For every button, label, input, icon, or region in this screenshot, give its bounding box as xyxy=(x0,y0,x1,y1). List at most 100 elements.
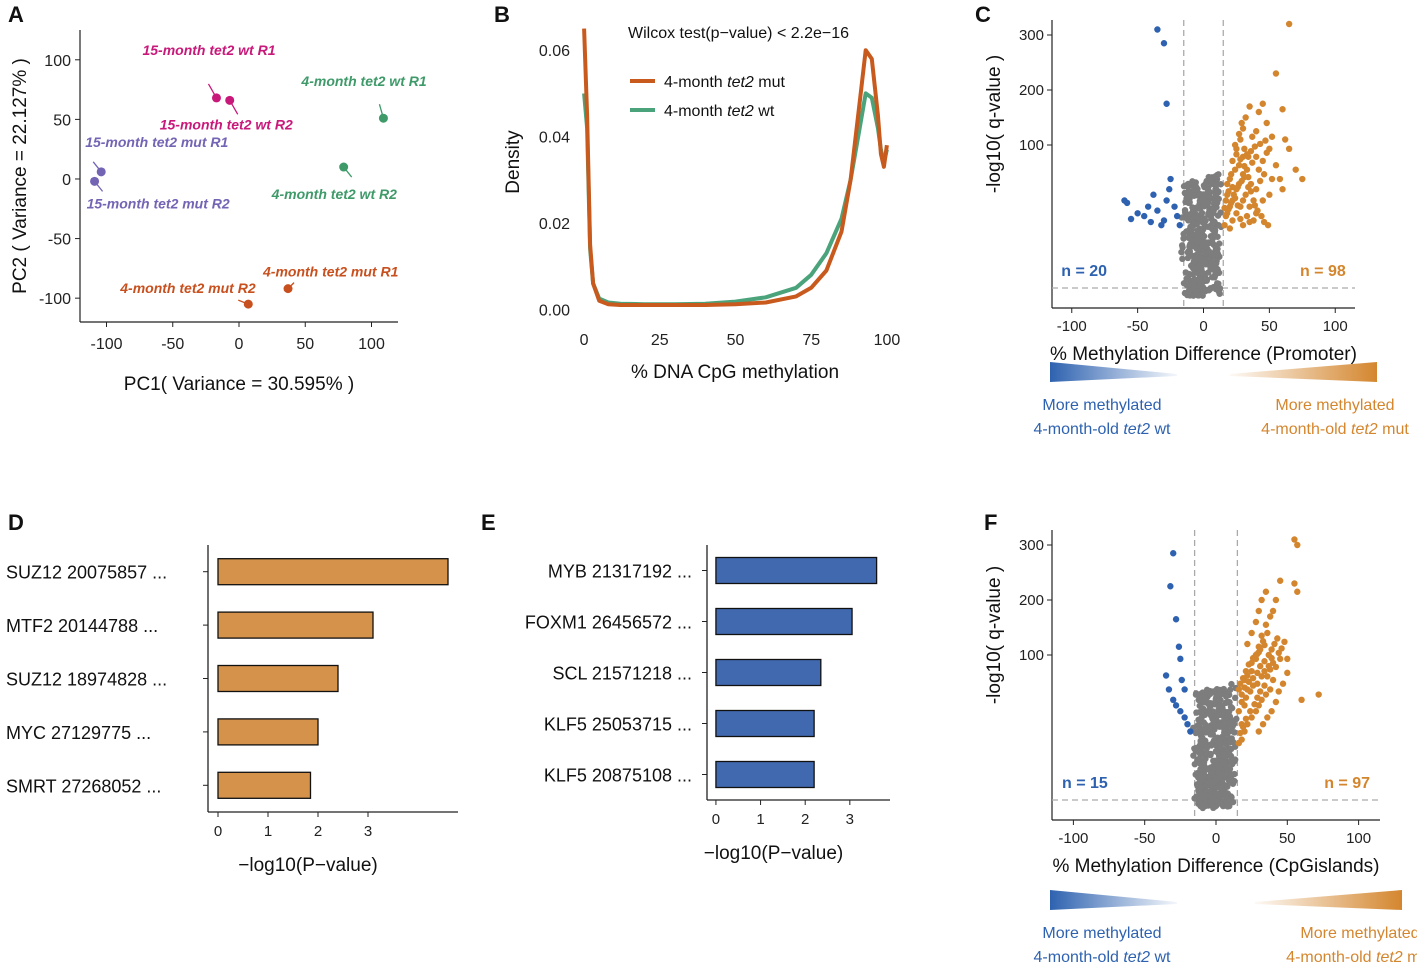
volcano-point-up xyxy=(1264,714,1271,721)
volcano-point-ns xyxy=(1200,215,1208,222)
volcano-point-ns xyxy=(1215,691,1222,698)
volcano-x-tick-label: -100 xyxy=(1058,830,1088,847)
pca-point-label: 15-month tet2 mut R1 xyxy=(85,134,228,150)
density-series-line xyxy=(582,91,889,307)
bar-category-label: MYC 27129775 ... xyxy=(6,723,151,743)
volcano-x-tick-label: 100 xyxy=(1346,830,1371,847)
density-x-tick-label: 25 xyxy=(651,332,669,349)
pca-x-tick-label: 50 xyxy=(296,336,314,353)
caption-wt-line1: More methylated xyxy=(1042,397,1161,414)
volcano-point-up xyxy=(1258,212,1265,220)
volcano-point-up xyxy=(1222,212,1230,220)
volcano-point-up xyxy=(1266,191,1273,198)
volcano-point-up xyxy=(1247,188,1255,195)
pca-point xyxy=(378,113,388,123)
volcano-x-tick-label: 50 xyxy=(1279,830,1296,847)
volcano-point-up xyxy=(1261,667,1268,675)
volcano-point-up xyxy=(1231,166,1239,173)
volcano-point-up xyxy=(1237,729,1244,737)
volcano-point-up xyxy=(1241,162,1248,170)
volcano-y-tick-label: 300 xyxy=(1019,27,1044,44)
volcano-point-down xyxy=(1154,207,1161,214)
volcano-point-up xyxy=(1262,621,1270,628)
density-x-tick-label: 100 xyxy=(874,332,901,349)
pca-point xyxy=(243,299,253,309)
pca-point-label: 4-month tet2 wt R2 xyxy=(271,186,397,202)
volcano-point-up xyxy=(1285,145,1293,153)
bar xyxy=(217,771,312,799)
volcano-point-ns xyxy=(1186,216,1193,223)
volcano-point-down xyxy=(1165,686,1173,693)
volcano-point-up xyxy=(1244,640,1251,648)
volcano-point-up xyxy=(1276,655,1284,663)
panel-label-c: C xyxy=(975,2,991,27)
volcano-point-ns xyxy=(1193,709,1200,716)
pca-x-tick-label: 100 xyxy=(358,336,385,353)
volcano-x-tick-label: 100 xyxy=(1323,318,1348,335)
volcano-point-up xyxy=(1268,133,1276,140)
volcano-point-ns xyxy=(1231,770,1238,778)
volcano-point-up xyxy=(1263,149,1270,156)
volcano-point-up xyxy=(1254,669,1261,677)
pca-point-label: 4-month tet2 mut R1 xyxy=(262,264,399,280)
volcano-point-down xyxy=(1171,203,1178,210)
bar-x-tick-label: 0 xyxy=(712,811,720,828)
volcano-point-up xyxy=(1269,676,1277,684)
volcano-point-up xyxy=(1235,708,1243,715)
volcano-point-ns xyxy=(1213,248,1221,255)
volcano-point-up xyxy=(1257,646,1264,653)
volcano-point-ns xyxy=(1186,211,1194,218)
pca-x-tick-label: -100 xyxy=(90,336,122,353)
volcano-point-ns xyxy=(1183,275,1190,282)
n-down-label: n = 20 xyxy=(1061,263,1107,280)
volcano-point-up xyxy=(1229,157,1236,165)
density-series-line xyxy=(582,28,889,307)
panel-label-a: A xyxy=(8,2,24,27)
pca-point xyxy=(211,93,221,103)
volcano-point-ns xyxy=(1223,763,1230,770)
volcano-point-up xyxy=(1254,680,1261,687)
volcano-point-ns xyxy=(1221,726,1228,733)
volcano-point-up xyxy=(1239,197,1247,204)
volcano-point-up xyxy=(1285,20,1293,28)
volcano-point-up xyxy=(1221,204,1228,212)
volcano-point-up xyxy=(1250,197,1257,204)
volcano-point-up xyxy=(1266,613,1274,620)
volcano-point-down xyxy=(1123,199,1131,207)
volcano-point-ns xyxy=(1183,228,1190,235)
volcano-point-ns xyxy=(1205,287,1213,294)
gradient-mut xyxy=(1255,890,1402,910)
volcano-point-up xyxy=(1259,720,1267,728)
volcano-point-up xyxy=(1261,682,1268,689)
volcano-point-down xyxy=(1184,720,1191,728)
volcano-point-ns xyxy=(1197,279,1204,286)
bar-category-label: KLF5 20875108 ... xyxy=(544,766,692,786)
volcano-point-up xyxy=(1257,662,1264,670)
volcano-point-ns xyxy=(1185,234,1192,241)
volcano-x-tick-label: -100 xyxy=(1057,318,1087,335)
density-y-tick-label: 0.06 xyxy=(539,43,570,60)
volcano-point-ns xyxy=(1207,797,1215,805)
volcano-point-ns xyxy=(1228,680,1235,688)
gradient-wt xyxy=(1050,362,1177,382)
bar xyxy=(217,611,374,639)
volcano-point-ns xyxy=(1206,690,1214,698)
caption-mut-line1: More methylated xyxy=(1275,397,1394,414)
density-plot: 0 25 50 75 100 0.06 0.04 0.02 0.00 Wilcox test(p… xyxy=(503,25,900,383)
volcano-point-up xyxy=(1274,635,1281,642)
panel-label-f: F xyxy=(984,510,997,535)
volcano-promoter: -100 -50 0 50 100 100 200 300 n = 20 n = 98 % Meth… xyxy=(984,20,1409,438)
volcano-x-tick-label: -50 xyxy=(1134,830,1156,847)
volcano-point-up xyxy=(1252,153,1260,160)
volcano-point-up xyxy=(1268,646,1275,653)
wilcox-annotation: Wilcox test(p−value) < 2.2e−16 xyxy=(628,25,849,42)
bar-x-tick-label: 2 xyxy=(801,811,809,828)
enrichment-bar-mut: SUZ12 20075857 ... MTF2 20144788 ... SUZ12… xyxy=(6,545,458,876)
volcano-point-up xyxy=(1241,684,1248,691)
volcano-point-ns xyxy=(1198,266,1205,274)
volcano-x-tick-label: -50 xyxy=(1127,318,1149,335)
volcano-y-tick-label: 200 xyxy=(1019,82,1044,99)
volcano-point-up xyxy=(1247,688,1254,695)
volcano-point-ns xyxy=(1186,199,1193,206)
volcano-point-up xyxy=(1279,186,1286,193)
